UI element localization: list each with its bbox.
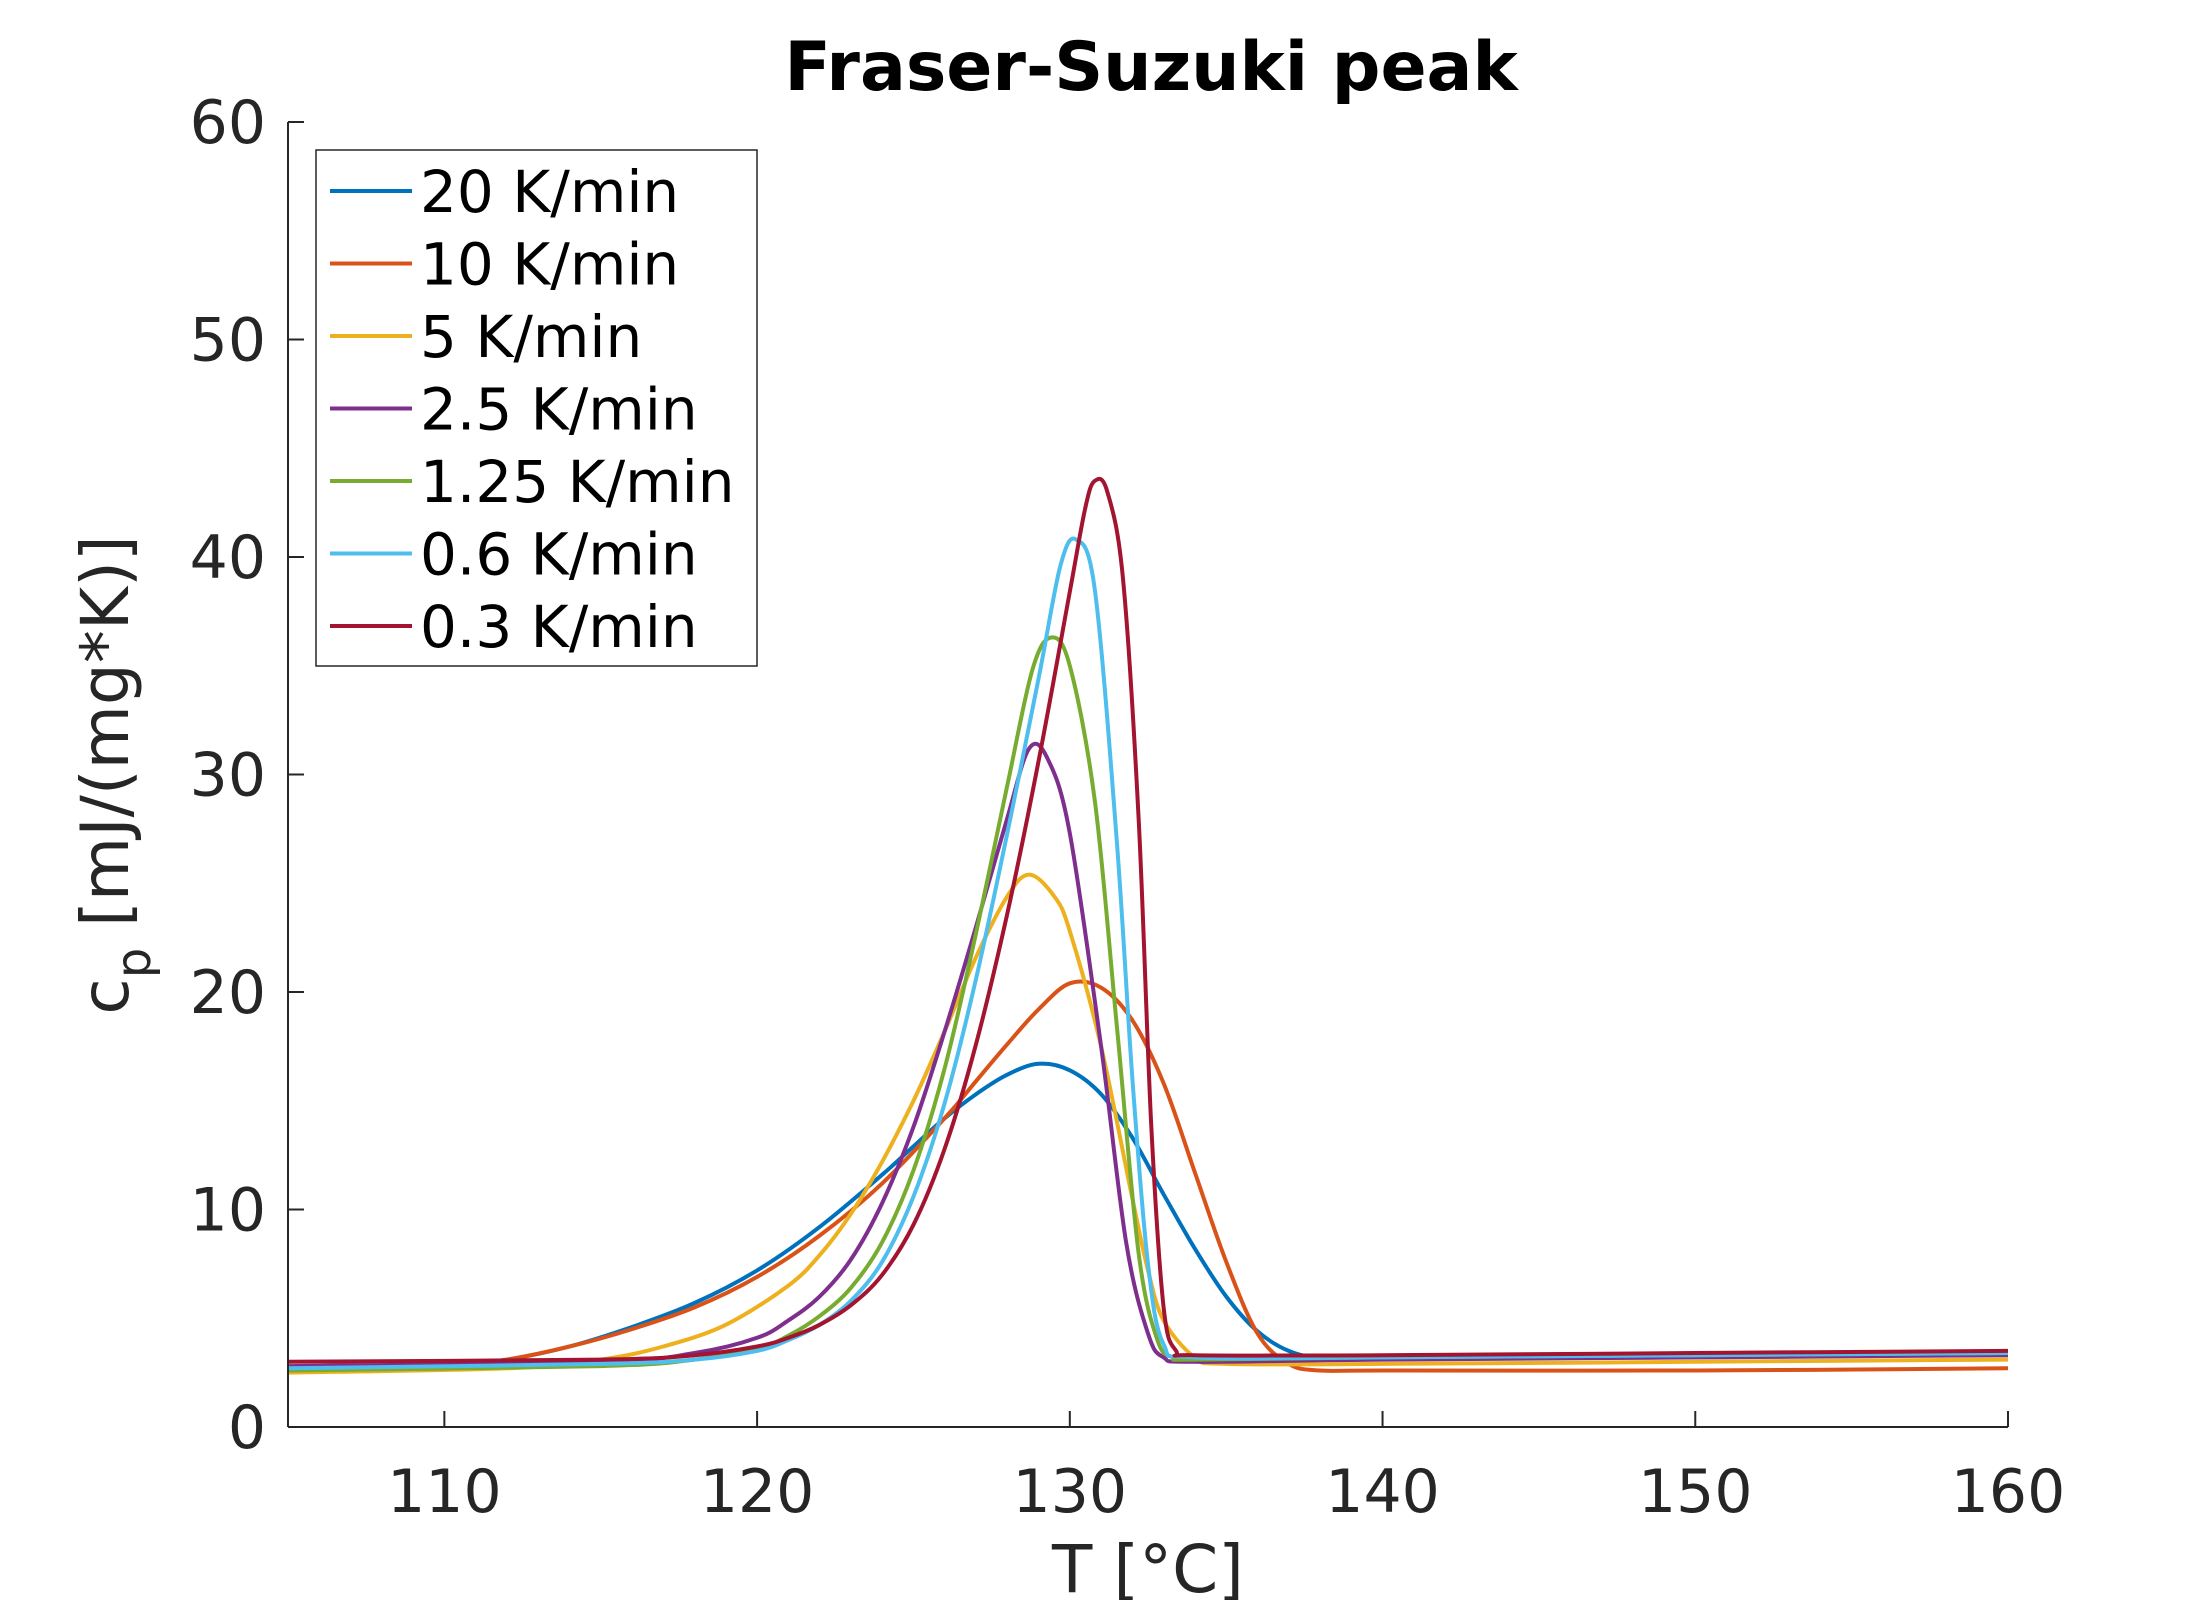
x-axis-label: T [°C]	[1051, 1531, 1244, 1600]
x-ticks: 110 120 130 140 150 160	[387, 1411, 2065, 1527]
series-line-3	[287, 741, 2009, 1369]
legend-label: 2.5 K/min	[420, 376, 698, 444]
y-tick-label: 10	[190, 1176, 266, 1246]
series-line-1	[287, 979, 2009, 1375]
x-tick-label: 130	[1013, 1457, 1128, 1527]
chart-title: Fraser-Suzuki peak	[784, 28, 1519, 107]
series-line-2	[287, 872, 2009, 1375]
legend-label: 0.6 K/min	[420, 521, 698, 589]
x-tick-label: 160	[1951, 1457, 2066, 1527]
x-tick-label: 140	[1325, 1457, 1440, 1527]
x-tick-label: 110	[387, 1457, 502, 1527]
y-axis-label-unit: [mJ/(mg*K)]	[67, 535, 144, 947]
y-tick-label: 20	[190, 958, 266, 1028]
y-tick-label: 30	[190, 741, 266, 811]
legend-label: 10 K/min	[420, 231, 679, 299]
y-tick-label: 60	[190, 88, 266, 158]
x-tick-label: 120	[700, 1457, 815, 1527]
y-tick-label: 50	[190, 306, 266, 376]
legend-label: 20 K/min	[420, 158, 679, 226]
y-tick-label: 0	[228, 1393, 266, 1463]
y-axis-label-subscript: p	[106, 948, 162, 978]
legend-label: 0.3 K/min	[420, 593, 698, 661]
x-tick-label: 150	[1638, 1457, 1753, 1527]
y-axis-label: cp [mJ/(mg*K)]	[67, 535, 162, 1014]
series-layer	[287, 476, 2009, 1375]
y-tick-label: 40	[190, 523, 266, 593]
series-line-5	[287, 536, 2009, 1371]
legend-label: 5 K/min	[420, 303, 642, 371]
series-line-6	[287, 476, 2009, 1364]
legend-label: 1.25 K/min	[420, 448, 735, 516]
y-ticks: 0 10 20 30 40 50 60	[190, 88, 304, 1463]
y-axis-label-main: c	[67, 978, 144, 1014]
